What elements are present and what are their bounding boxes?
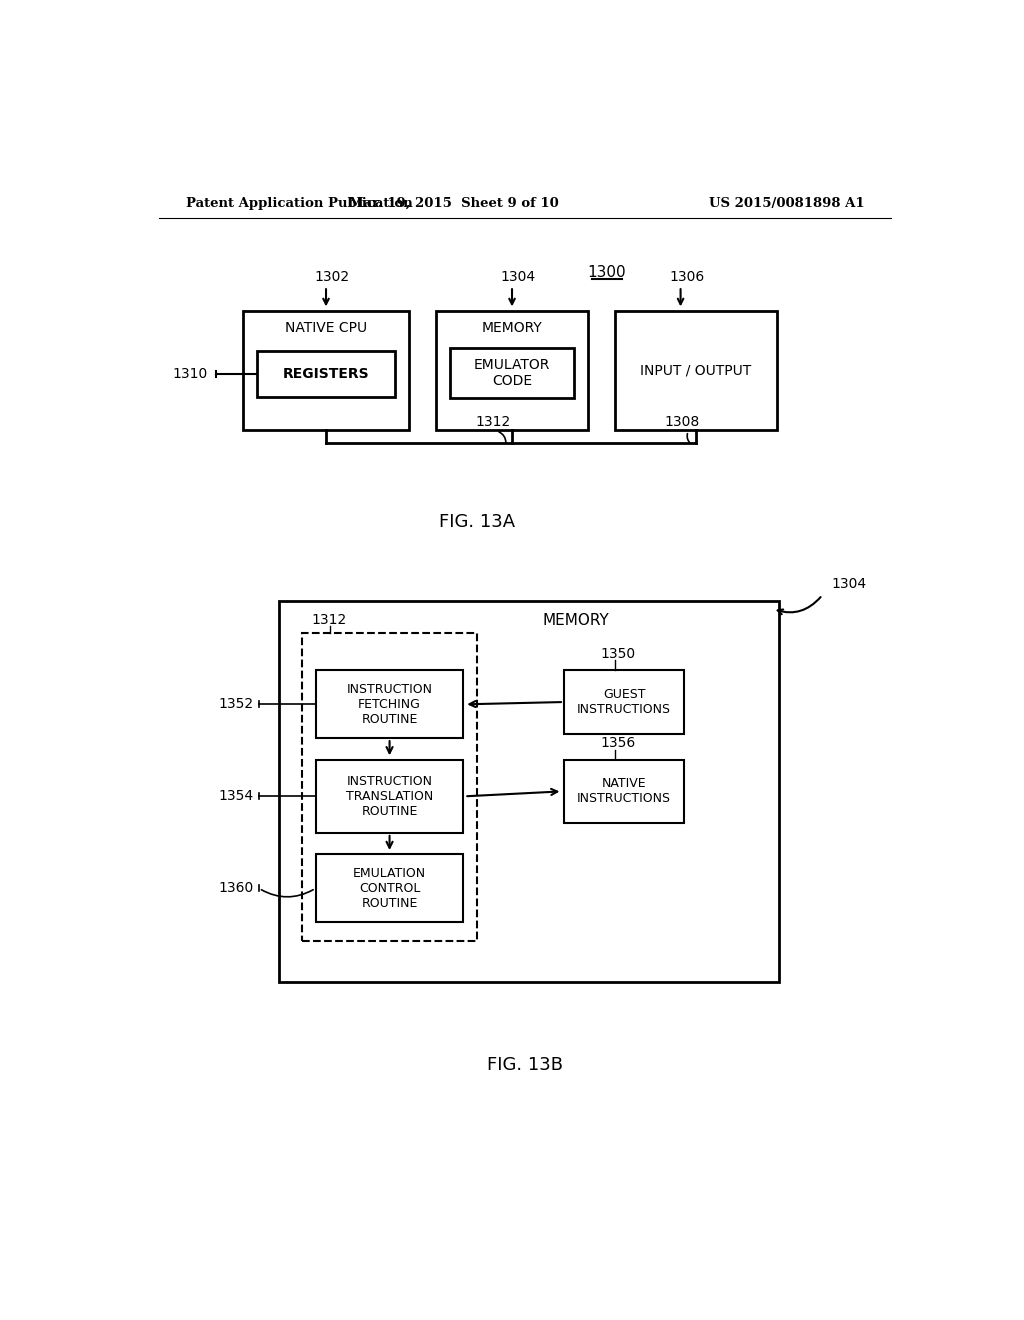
Text: FIG. 13A: FIG. 13A xyxy=(438,513,515,531)
Text: MEMORY: MEMORY xyxy=(542,612,609,628)
Text: US 2015/0081898 A1: US 2015/0081898 A1 xyxy=(709,197,864,210)
Text: GUEST
INSTRUCTIONS: GUEST INSTRUCTIONS xyxy=(577,688,671,715)
Text: Mar. 19, 2015  Sheet 9 of 10: Mar. 19, 2015 Sheet 9 of 10 xyxy=(348,197,558,210)
Text: 1360: 1360 xyxy=(218,882,254,895)
Text: 1350: 1350 xyxy=(600,647,635,660)
Text: NATIVE CPU: NATIVE CPU xyxy=(285,321,367,335)
Bar xyxy=(316,671,463,738)
Text: 1312: 1312 xyxy=(475,414,510,429)
Text: Patent Application Publication: Patent Application Publication xyxy=(186,197,413,210)
Text: 1356: 1356 xyxy=(600,735,636,750)
Text: REGISTERS: REGISTERS xyxy=(283,367,370,381)
Text: 1310: 1310 xyxy=(173,367,208,381)
Bar xyxy=(614,312,777,430)
Text: INSTRUCTION
TRANSLATION
ROUTINE: INSTRUCTION TRANSLATION ROUTINE xyxy=(346,775,433,818)
Bar xyxy=(280,601,779,982)
Bar xyxy=(436,312,588,430)
Bar xyxy=(564,671,684,734)
Text: FIG. 13B: FIG. 13B xyxy=(486,1056,563,1074)
Text: 1308: 1308 xyxy=(665,414,699,429)
Text: 1312: 1312 xyxy=(312,612,347,627)
Text: MEMORY: MEMORY xyxy=(481,321,543,335)
Bar xyxy=(243,312,410,430)
Text: 1304: 1304 xyxy=(831,577,867,591)
Text: INPUT / OUTPUT: INPUT / OUTPUT xyxy=(640,363,752,378)
Text: 1306: 1306 xyxy=(669,271,705,284)
Text: 1304: 1304 xyxy=(501,271,536,284)
Bar xyxy=(316,760,463,833)
Text: INSTRUCTION
FETCHING
ROUTINE: INSTRUCTION FETCHING ROUTINE xyxy=(346,682,432,726)
Text: 1302: 1302 xyxy=(314,271,350,284)
Bar xyxy=(451,348,573,397)
Bar xyxy=(316,854,463,923)
Text: EMULATION
CONTROL
ROUTINE: EMULATION CONTROL ROUTINE xyxy=(353,867,426,909)
Bar xyxy=(257,351,395,397)
Bar xyxy=(564,760,684,822)
Text: NATIVE
INSTRUCTIONS: NATIVE INSTRUCTIONS xyxy=(577,777,671,805)
Text: EMULATOR
CODE: EMULATOR CODE xyxy=(474,358,550,388)
Text: 1352: 1352 xyxy=(218,697,254,711)
Text: 1354: 1354 xyxy=(218,789,254,804)
Bar xyxy=(302,634,477,941)
Text: 1300: 1300 xyxy=(588,265,627,280)
